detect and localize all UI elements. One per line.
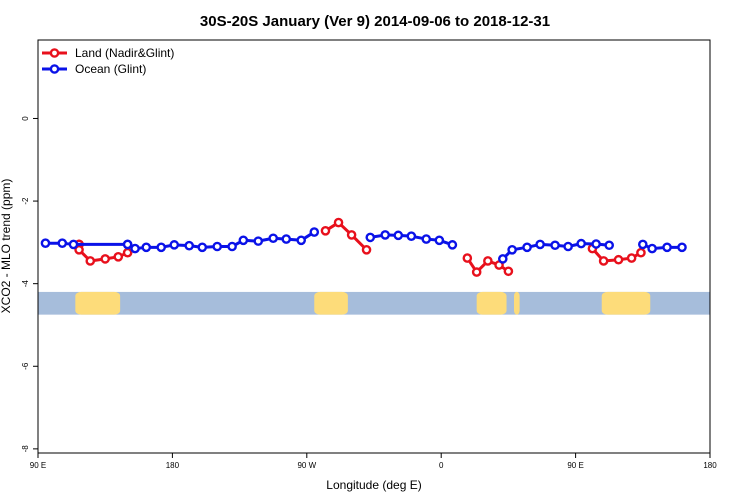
series-line	[642, 243, 682, 251]
y-tick-label: 0	[21, 116, 30, 121]
y-tick-label: -8	[21, 445, 30, 453]
data-point	[638, 239, 648, 250]
data-point	[320, 226, 331, 236]
land-ocean-band	[38, 291, 710, 315]
legend-marker-ocean	[49, 64, 60, 74]
data-point	[462, 253, 473, 263]
data-point	[281, 234, 292, 244]
data-point	[447, 240, 458, 250]
data-point	[156, 242, 166, 253]
data-point	[253, 236, 264, 246]
x-tick-label: 90 W	[297, 461, 316, 470]
x-tick-label: 0	[439, 461, 444, 470]
y-axis: 0 -2 -4 -6 -8	[21, 116, 38, 453]
data-point	[40, 238, 51, 248]
y-tick-label: -2	[21, 197, 30, 205]
ocean-band	[38, 291, 710, 315]
data-point	[503, 266, 514, 277]
x-axis: 90 E 180 90 W 0 90 E 180	[30, 453, 717, 470]
legend-label-land: Land (Nadir&Glint)	[75, 46, 174, 60]
data-point	[576, 238, 587, 249]
data-point	[406, 231, 417, 241]
legend-marker-land	[49, 48, 60, 58]
data-point	[141, 242, 152, 253]
data-point	[197, 242, 208, 253]
data-point	[309, 227, 320, 237]
data-point	[169, 240, 180, 250]
data-point	[662, 242, 672, 253]
data-point	[57, 238, 68, 248]
data-point	[130, 243, 140, 254]
plot-frame	[37, 39, 711, 454]
data-point	[604, 240, 615, 251]
data-point	[227, 241, 237, 252]
x-tick-label: 180	[703, 461, 717, 470]
data-point	[113, 252, 124, 262]
x-tick-label: 90 E	[30, 461, 46, 470]
data-point	[296, 235, 307, 246]
x-tick-label: 90 E	[567, 461, 583, 470]
data-point	[85, 256, 96, 266]
land-patch	[514, 291, 520, 315]
data-point	[677, 242, 687, 253]
land-patch	[314, 291, 348, 315]
data-point	[522, 242, 532, 253]
data-point	[238, 235, 249, 246]
data-point	[636, 247, 646, 258]
data-point	[100, 254, 110, 264]
data-point	[598, 256, 609, 266]
y-axis-label: XCO2 - MLO trend (ppm)	[0, 179, 13, 314]
series-line	[45, 241, 128, 246]
land-patch	[75, 291, 121, 315]
x-tick-label: 180	[166, 461, 180, 470]
chart-title: 30S-20S January (Ver 9) 2014-09-06 to 20…	[200, 13, 550, 30]
legend: Land (Nadir&Glint) Ocean (Glint)	[42, 46, 174, 76]
data-point	[421, 234, 432, 244]
data-point	[507, 245, 517, 255]
land-patch	[476, 291, 507, 315]
data-point	[483, 256, 493, 266]
data-point	[68, 239, 79, 250]
legend-label-ocean: Ocean (Glint)	[75, 62, 146, 76]
data-point	[122, 247, 133, 258]
series-layer	[40, 217, 687, 277]
data-point	[471, 267, 482, 277]
data-point	[613, 254, 624, 265]
data-point	[535, 239, 545, 250]
data-point	[361, 245, 372, 255]
data-point	[647, 243, 657, 254]
data-point	[380, 230, 391, 240]
data-point	[333, 217, 344, 228]
y-tick-label: -4	[21, 280, 30, 288]
data-point	[550, 240, 560, 251]
data-point	[626, 253, 637, 263]
data-point	[184, 240, 194, 251]
data-point	[591, 239, 601, 249]
data-point	[346, 230, 357, 240]
series-ocean	[40, 227, 687, 264]
data-point	[74, 245, 84, 255]
data-point	[212, 241, 222, 252]
data-point	[434, 235, 445, 246]
data-point	[365, 232, 376, 243]
data-point	[393, 230, 404, 241]
data-point	[563, 241, 573, 252]
x-axis-label: Longitude (deg E)	[326, 478, 421, 492]
data-point	[497, 254, 508, 264]
y-tick-label: -6	[21, 362, 30, 370]
land-patch	[601, 291, 651, 315]
data-point	[122, 239, 133, 250]
series-line	[324, 221, 368, 251]
data-point	[268, 233, 279, 244]
